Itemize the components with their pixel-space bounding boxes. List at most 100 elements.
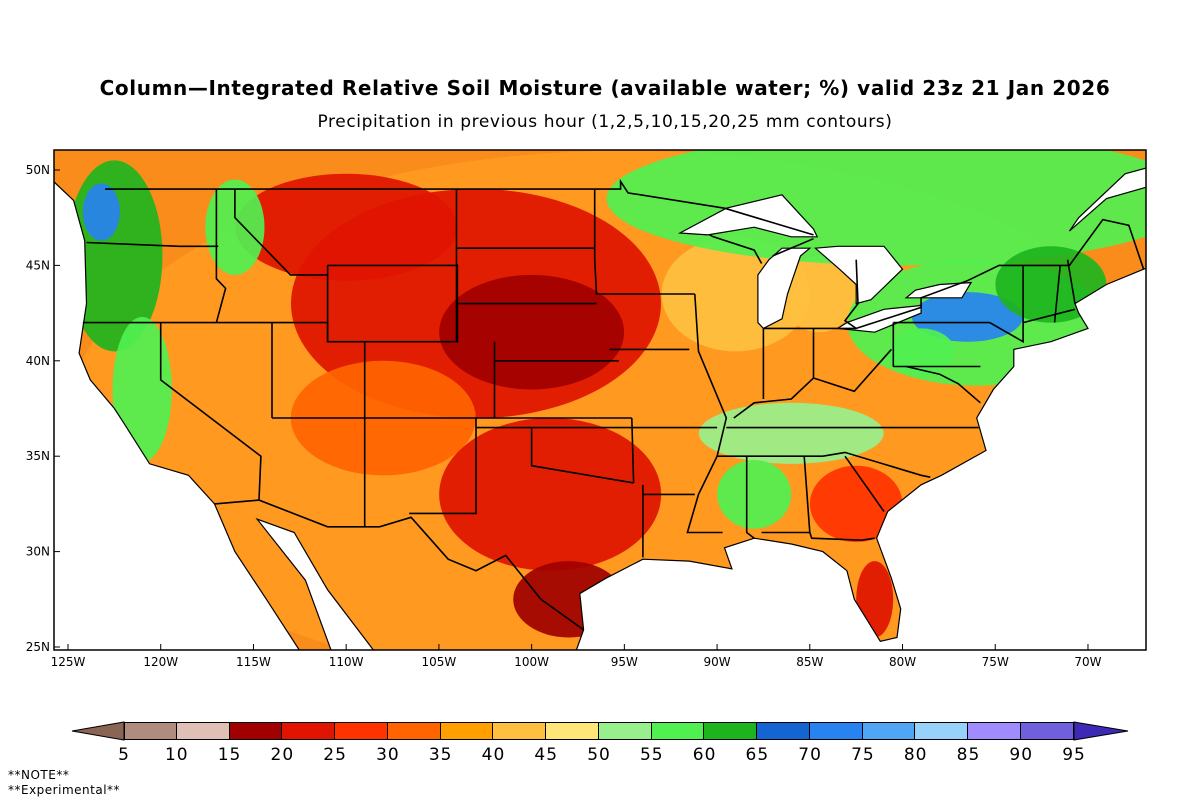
colorbar-box bbox=[282, 722, 336, 740]
state-border bbox=[772, 237, 814, 257]
colorbar-label: 35 bbox=[428, 745, 453, 765]
state-border bbox=[593, 189, 695, 295]
state-border bbox=[326, 264, 459, 343]
colorbar-box bbox=[176, 722, 230, 740]
state-border bbox=[709, 234, 763, 264]
colorbar-label: 30 bbox=[376, 745, 400, 765]
lon-label: 100W bbox=[514, 655, 549, 669]
lon-label: 70W bbox=[1074, 655, 1101, 669]
colorbar-box bbox=[493, 722, 547, 740]
lon-label: 90W bbox=[704, 655, 731, 669]
state-border bbox=[724, 207, 814, 236]
colorbar-label: 45 bbox=[534, 745, 559, 765]
lake-huron bbox=[813, 245, 904, 305]
colorbar-box bbox=[335, 722, 388, 740]
map-subtitle: Precipitation in previous hour (1,2,5,10… bbox=[317, 112, 893, 132]
state-border bbox=[745, 456, 755, 539]
lake-michigan bbox=[757, 247, 812, 330]
colorbar-box bbox=[862, 722, 916, 740]
state-border bbox=[822, 451, 931, 478]
lon-label: 105W bbox=[422, 655, 457, 669]
state-border bbox=[733, 348, 892, 419]
colorbar-box bbox=[546, 722, 599, 740]
colorbar-label: 55 bbox=[639, 745, 664, 765]
colorbar-box bbox=[1021, 722, 1074, 740]
colorbar-box bbox=[651, 722, 705, 740]
colorbar-box bbox=[968, 722, 1022, 740]
state-border bbox=[843, 218, 1145, 330]
moisture-region-mississippi-alabama bbox=[717, 459, 792, 529]
lake-ontario bbox=[904, 281, 973, 299]
state-border bbox=[234, 189, 328, 276]
state-border bbox=[1053, 265, 1061, 323]
colorbar-label: 60 bbox=[692, 745, 717, 765]
state-border bbox=[105, 178, 725, 209]
colorbar-label: 50 bbox=[587, 745, 611, 765]
state-border bbox=[906, 365, 981, 404]
lat-label: 35N bbox=[26, 449, 50, 463]
colorbar-label: 65 bbox=[745, 745, 770, 765]
lon-label: 120W bbox=[143, 655, 178, 669]
colorbar bbox=[124, 722, 1074, 740]
state-border bbox=[214, 499, 585, 631]
moisture-region-south-texas bbox=[513, 561, 625, 638]
lon-label: 95W bbox=[611, 655, 638, 669]
colorbar-label: 80 bbox=[903, 745, 928, 765]
colorbar-box bbox=[387, 722, 441, 740]
state-border bbox=[844, 455, 885, 512]
colorbar-label: 70 bbox=[798, 745, 822, 765]
experimental-label: **Experimental** bbox=[8, 783, 121, 797]
moisture-region-sierra-nevada bbox=[112, 316, 172, 463]
lon-label: 75W bbox=[982, 655, 1009, 669]
state-border bbox=[631, 417, 635, 483]
colorbar-label: 20 bbox=[270, 745, 295, 765]
lat-label: 25N bbox=[26, 640, 50, 654]
lon-label: 110W bbox=[329, 655, 364, 669]
moisture-region-olympics bbox=[82, 183, 120, 241]
st-lawrence bbox=[1068, 167, 1146, 232]
state-border bbox=[159, 322, 262, 501]
moisture-region-florida bbox=[856, 561, 894, 638]
colorbar-label: 90 bbox=[1009, 745, 1034, 765]
lat-label: 30N bbox=[26, 545, 50, 559]
map-frame bbox=[53, 149, 1147, 651]
colorbar-label: 95 bbox=[1062, 745, 1086, 765]
colorbar-box bbox=[704, 722, 758, 740]
state-border bbox=[1022, 308, 1076, 324]
note-label: **NOTE** bbox=[8, 768, 70, 782]
colorbar-box bbox=[757, 722, 810, 740]
moisture-region-idaho bbox=[205, 179, 265, 275]
colorbar-box bbox=[229, 722, 283, 740]
lon-label: 115W bbox=[236, 655, 271, 669]
moisture-region-canada-east bbox=[606, 150, 1146, 266]
moisture-region-new-england bbox=[995, 246, 1107, 323]
moisture-region-montana bbox=[235, 173, 458, 281]
lat-label: 40N bbox=[26, 354, 50, 368]
state-border bbox=[86, 241, 219, 248]
colorbar-box bbox=[809, 722, 863, 740]
lat-label: 50N bbox=[26, 163, 50, 177]
colorbar-box bbox=[440, 722, 494, 740]
state-border bbox=[409, 418, 477, 515]
moisture-region-tennessee-valley bbox=[698, 402, 884, 464]
map-title: Column—Integrated Relative Soil Moisture… bbox=[99, 76, 1111, 100]
colorbar-low-arrow bbox=[71, 721, 125, 741]
colorbar-label: 5 bbox=[118, 745, 130, 765]
colorbar-label: 25 bbox=[323, 745, 347, 765]
moisture-region-appalachia bbox=[887, 328, 955, 375]
colorbar-box bbox=[598, 722, 652, 740]
moisture-region-georgia bbox=[809, 465, 903, 543]
state-border bbox=[215, 189, 227, 323]
lat-label: 45N bbox=[26, 258, 50, 272]
colorbar-high-arrow bbox=[1073, 721, 1129, 741]
colorbar-box bbox=[915, 722, 969, 740]
state-border bbox=[809, 532, 875, 542]
colorbar-label: 15 bbox=[217, 745, 242, 765]
lon-label: 125W bbox=[51, 655, 86, 669]
moisture-region-michigan bbox=[782, 255, 857, 333]
colorbar-label: 85 bbox=[956, 745, 981, 765]
colorbar-label: 10 bbox=[164, 745, 189, 765]
moisture-region-southern-plains bbox=[439, 417, 662, 571]
lon-label: 85W bbox=[796, 655, 823, 669]
